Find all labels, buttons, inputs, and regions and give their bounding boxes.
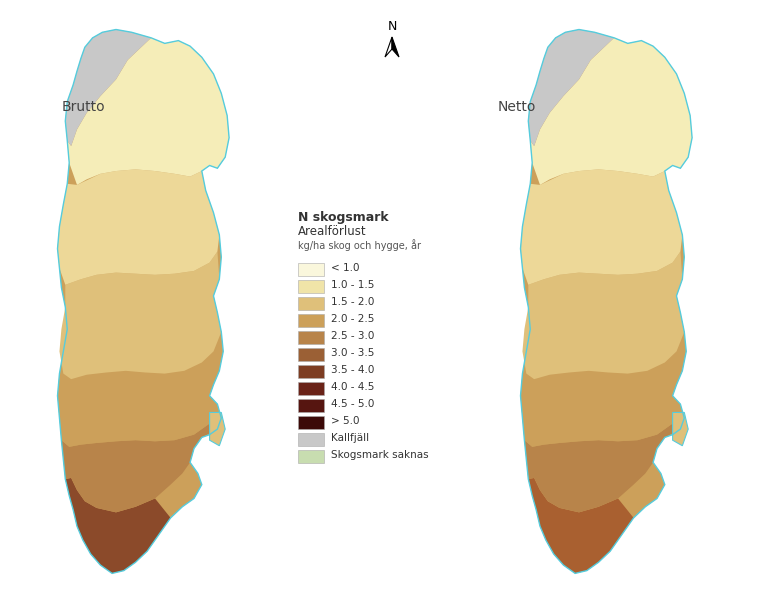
Text: Arealförlust: Arealförlust (298, 225, 367, 238)
Polygon shape (57, 29, 229, 573)
Polygon shape (385, 37, 392, 57)
Polygon shape (65, 29, 151, 146)
Polygon shape (65, 478, 170, 573)
Bar (298, 348, 324, 360)
Polygon shape (392, 37, 399, 57)
Text: 3.5 - 4.0: 3.5 - 4.0 (331, 365, 374, 375)
Bar (298, 279, 324, 292)
Bar (298, 449, 324, 462)
Bar (298, 297, 324, 309)
Text: Kallfjäll: Kallfjäll (331, 433, 369, 443)
Bar (298, 263, 324, 276)
Polygon shape (522, 252, 684, 379)
Text: 2.0 - 2.5: 2.0 - 2.5 (331, 314, 374, 324)
Text: 1.0 - 1.5: 1.0 - 1.5 (331, 280, 374, 290)
Polygon shape (209, 413, 226, 446)
Text: N: N (388, 20, 397, 33)
Text: 2.5 - 3.0: 2.5 - 3.0 (331, 331, 374, 341)
Text: Skogsmark saknas: Skogsmark saknas (331, 450, 429, 460)
Text: > 5.0: > 5.0 (331, 416, 360, 426)
Text: kg/ha skog och hygge, år: kg/ha skog och hygge, år (298, 239, 421, 251)
Text: N skogsmark: N skogsmark (298, 211, 388, 224)
Polygon shape (529, 478, 634, 573)
Polygon shape (67, 38, 229, 185)
Text: 3.0 - 3.5: 3.0 - 3.5 (331, 348, 374, 358)
Polygon shape (673, 413, 688, 446)
Polygon shape (525, 424, 680, 512)
Polygon shape (61, 424, 218, 512)
Polygon shape (530, 38, 692, 185)
Bar (298, 416, 324, 429)
Bar (298, 381, 324, 395)
Bar (298, 432, 324, 446)
Polygon shape (521, 169, 682, 285)
Polygon shape (521, 351, 682, 447)
Text: Brutto: Brutto (62, 100, 105, 114)
Polygon shape (529, 29, 614, 146)
Polygon shape (57, 169, 219, 285)
Text: Netto: Netto (498, 100, 536, 114)
Text: 4.5 - 5.0: 4.5 - 5.0 (331, 399, 374, 409)
Polygon shape (60, 252, 222, 379)
Bar (298, 398, 324, 411)
Polygon shape (521, 29, 692, 573)
Bar (298, 365, 324, 378)
Bar (298, 314, 324, 327)
Text: 1.5 - 2.0: 1.5 - 2.0 (331, 297, 374, 307)
Bar (298, 330, 324, 343)
Polygon shape (57, 351, 219, 447)
Text: 4.0 - 4.5: 4.0 - 4.5 (331, 382, 374, 392)
Text: < 1.0: < 1.0 (331, 263, 360, 273)
